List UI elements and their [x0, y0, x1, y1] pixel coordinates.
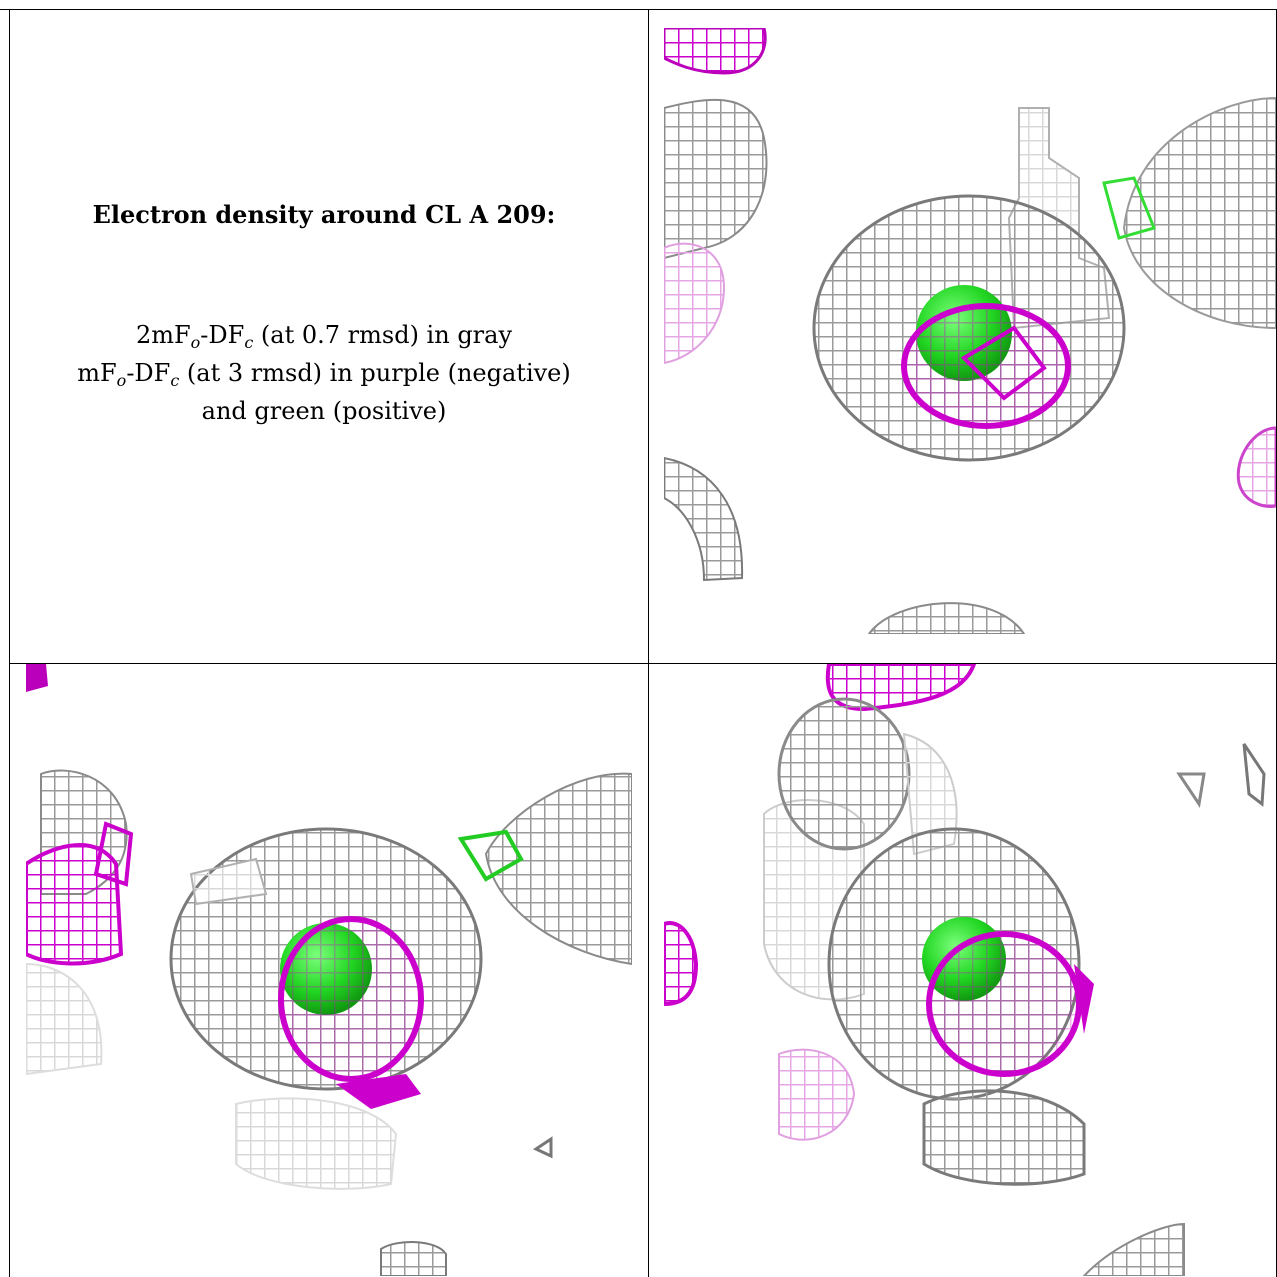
frame-left	[9, 9, 10, 1277]
view-bottom-left	[26, 664, 632, 1276]
view-bottom-right	[664, 664, 1276, 1276]
frame-middle-vertical	[648, 9, 649, 1277]
frame-top	[0, 9, 1277, 10]
caption-title: Electron density around CL A 209:	[92, 200, 556, 229]
frame-middle-horizontal	[9, 663, 1277, 664]
caption-line-2: mFo-DFc (at 3 rmsd) in purple (negative)	[77, 359, 571, 390]
caption-description: 2mFo-DFc (at 0.7 rmsd) in gray mFo-DFc (…	[0, 316, 648, 430]
caption-line-3: and green (positive)	[201, 397, 447, 425]
caption-cell: Electron density around CL A 209: 2mFo-D…	[0, 0, 648, 663]
caption-line-1: 2mFo-DFc (at 0.7 rmsd) in gray	[135, 321, 513, 352]
view-top-right	[664, 28, 1276, 634]
